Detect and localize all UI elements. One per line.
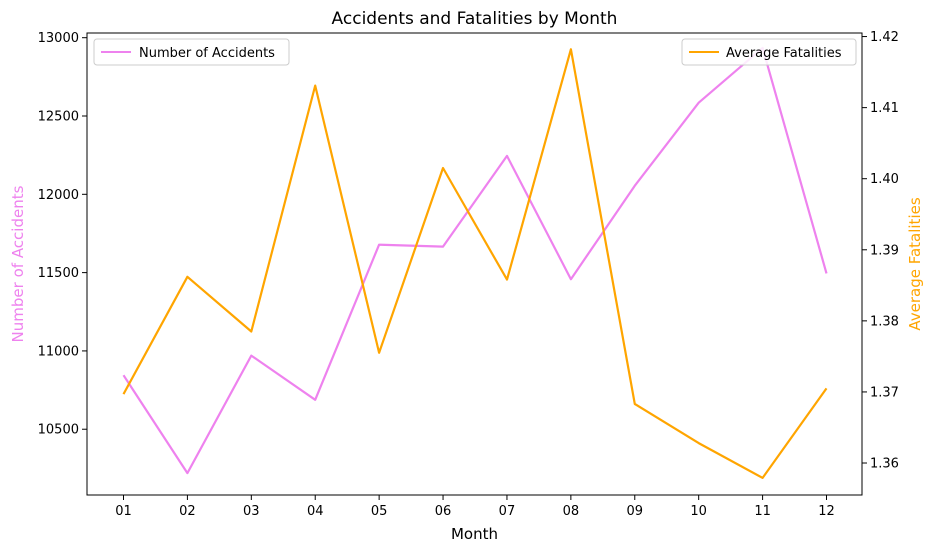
right-tick-label: 1.42 (870, 30, 899, 45)
legend-fatalities: Average Fatalities (681, 38, 857, 66)
plot-area (86, 32, 863, 496)
right-tick-label: 1.37 (870, 385, 899, 400)
left-tick-label: 12000 (38, 188, 79, 203)
legend-label-accidents: Number of Accidents (139, 46, 275, 61)
legend-box (93, 38, 290, 66)
legend-box (681, 38, 857, 66)
series-line-fatalities (122, 48, 828, 479)
x-tick-label: 07 (499, 504, 516, 519)
x-tick-label: 03 (243, 504, 260, 519)
right-tick-label: 1.36 (870, 457, 899, 472)
x-tick-label: 06 (435, 504, 452, 519)
right-y-axis: 1.36 1.37 1.38 1.39 1.40 1.41 1.42 (862, 30, 899, 472)
x-tick-label: 04 (307, 504, 324, 519)
left-tick-label: 10500 (38, 423, 79, 438)
left-tick-label: 11000 (38, 344, 79, 359)
left-tick-label: 11500 (38, 266, 79, 281)
x-tick-label: 08 (563, 504, 580, 519)
right-tick-label: 1.40 (870, 172, 899, 187)
left-y-axis-label: Number of Accidents (9, 185, 27, 342)
series-layer (122, 46, 828, 479)
x-tick-label: 01 (115, 504, 132, 519)
x-tick-label: 10 (690, 504, 707, 519)
right-tick-label: 1.39 (870, 243, 899, 258)
x-tick-label: 05 (371, 504, 388, 519)
legend-label-fatalities: Average Fatalities (726, 46, 842, 61)
right-tick-label: 1.41 (870, 101, 899, 116)
x-axis-label: Month (451, 525, 498, 543)
x-tick-label: 11 (754, 504, 771, 519)
right-y-axis-label: Average Fatalities (906, 197, 924, 330)
left-tick-label: 12500 (38, 110, 79, 125)
chart-title: Accidents and Fatalities by Month (332, 9, 618, 29)
x-tick-label: 09 (626, 504, 643, 519)
legend-accidents: Number of Accidents (93, 38, 290, 66)
x-tick-label: 12 (818, 504, 835, 519)
series-line-accidents (122, 46, 828, 475)
left-y-axis: 10500 11000 11500 12000 12500 13000 (38, 31, 87, 438)
left-tick-label: 13000 (38, 31, 79, 46)
right-tick-label: 1.38 (870, 314, 899, 329)
x-axis: 01 02 03 04 05 06 07 08 09 10 11 12 (115, 495, 835, 519)
x-tick-label: 02 (179, 504, 196, 519)
